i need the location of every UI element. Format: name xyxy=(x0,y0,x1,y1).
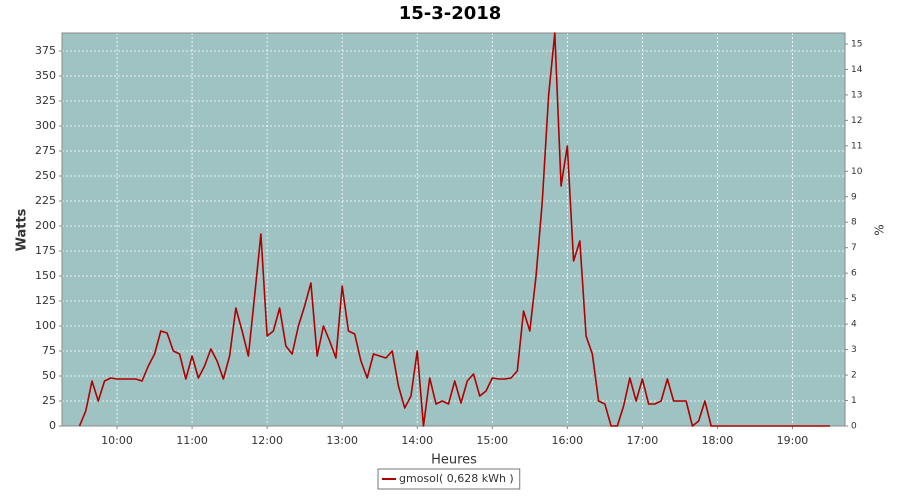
y-tick-label: 375 xyxy=(35,44,56,57)
y2-tick-label: 7 xyxy=(851,243,857,253)
y2-tick-label: 8 xyxy=(851,218,857,228)
y2-tick-label: 9 xyxy=(851,192,857,202)
y-tick-label: 350 xyxy=(35,69,56,82)
y-tick-label: 50 xyxy=(42,369,56,382)
y2-tick-label: 2 xyxy=(851,371,857,381)
legend: gmosol( 0,628 kWh ) xyxy=(377,468,521,490)
y2-tick-label: 14 xyxy=(851,65,863,75)
legend-box xyxy=(377,468,521,490)
y2-tick-label: 15 xyxy=(851,39,862,49)
x-tick-label: 10:00 xyxy=(101,434,133,447)
plot-area xyxy=(62,33,845,426)
x-tick-label: 18:00 xyxy=(702,434,734,447)
series-line xyxy=(78,32,830,427)
y2-tick-label: 10 xyxy=(851,167,863,177)
y-tick-label: 300 xyxy=(35,119,56,132)
x-tick-label: 11:00 xyxy=(176,434,208,447)
x-tick-label: 19:00 xyxy=(777,434,809,447)
y-tick-label: 250 xyxy=(35,169,56,182)
y-tick-label: 75 xyxy=(42,344,56,357)
y-tick-label: 0 xyxy=(49,419,56,432)
x-tick-label: 14:00 xyxy=(401,434,433,447)
x-tick-label: 16:00 xyxy=(551,434,583,447)
legend-label: gmosol( 0,628 kWh ) xyxy=(399,472,514,485)
plot-border xyxy=(61,32,846,427)
y-tick-label: 25 xyxy=(42,394,56,407)
x-tick-label: 12:00 xyxy=(251,434,283,447)
y2-tick-label: 3 xyxy=(851,345,857,355)
x-tick-label: 13:00 xyxy=(326,434,358,447)
y-tick-label: 275 xyxy=(35,144,56,157)
x-axis-title: Heures xyxy=(431,453,477,468)
y2-tick-label: 4 xyxy=(851,320,857,330)
x-tick-label: 17:00 xyxy=(627,434,659,447)
y2-tick-label: 13 xyxy=(851,90,862,100)
y-tick-label: 150 xyxy=(35,269,56,282)
y2-tick-label: 0 xyxy=(851,422,857,432)
y-tick-label: 325 xyxy=(35,94,56,107)
y-tick-label: 125 xyxy=(35,294,56,307)
y2-tick-label: 6 xyxy=(851,269,857,279)
y2-tick-label: 1 xyxy=(851,396,857,406)
y2-tick-label: 11 xyxy=(851,141,862,151)
y-tick-label: 225 xyxy=(35,194,56,207)
y-tick-label: 200 xyxy=(35,219,56,232)
y-tick-label: 100 xyxy=(35,319,56,332)
y2-tick-label: 5 xyxy=(851,294,857,304)
y-tick-label: 175 xyxy=(35,244,56,257)
x-tick-label: 15:00 xyxy=(476,434,508,447)
chart-title: 15-3-2018 xyxy=(399,3,502,24)
y-axis-title: Watts xyxy=(15,208,30,251)
y2-axis-title: % xyxy=(873,224,887,235)
y2-tick-label: 12 xyxy=(851,116,862,126)
